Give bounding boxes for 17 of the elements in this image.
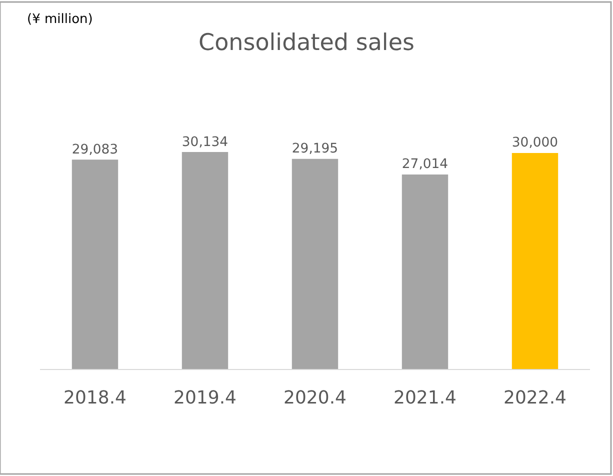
bar — [512, 153, 558, 369]
x-tick-label: 2020.4 — [284, 388, 346, 409]
bar — [182, 152, 228, 369]
data-label: 30,000 — [512, 136, 558, 151]
x-tick-label: 2019.4 — [174, 388, 236, 409]
bar — [402, 174, 448, 369]
bar — [292, 158, 338, 369]
x-tick-label: 2022.4 — [504, 388, 566, 409]
x-tick-label: 2018.4 — [64, 388, 126, 409]
chart-title: Consolidated sales — [198, 30, 414, 56]
bar — [72, 160, 118, 369]
data-label: 29,195 — [292, 142, 338, 157]
data-label: 27,014 — [402, 157, 448, 172]
x-tick-label: 2021.4 — [394, 388, 456, 409]
data-label: 29,083 — [72, 142, 118, 158]
text: (¥ million) — [27, 12, 93, 27]
data-label: 30,134 — [182, 134, 228, 150]
